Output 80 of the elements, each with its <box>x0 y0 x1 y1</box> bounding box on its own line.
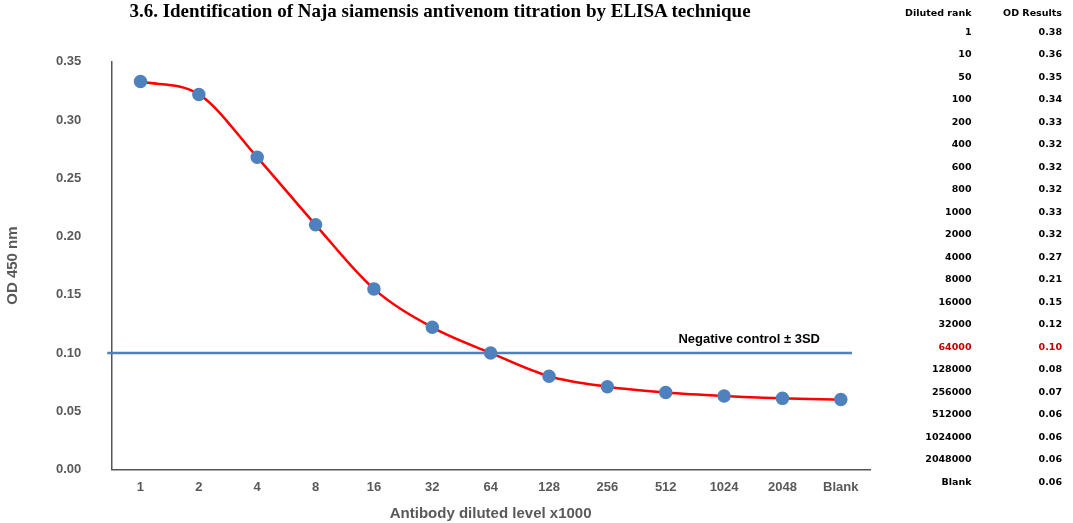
text: 0.15 <box>1037 294 1063 309</box>
point <box>542 369 556 383</box>
x-tick-label: 4 <box>253 478 262 494</box>
y-axis-title: OD 450 nm <box>3 226 21 305</box>
text: 0.33 <box>1037 204 1063 219</box>
text: 400 <box>950 137 973 152</box>
x-tick-label: 64 <box>483 478 499 494</box>
point <box>658 385 673 400</box>
text: 0.07 <box>1037 384 1063 399</box>
text: 0.06 <box>1037 474 1063 489</box>
x-tick-label: 2 <box>195 478 203 494</box>
y-tick-label: 0.05 <box>55 402 82 418</box>
text: 0.08 <box>1037 362 1063 377</box>
text: 0.06 <box>1037 407 1063 422</box>
x-tick-label: 256 <box>596 478 619 494</box>
chart-title: 3.6. Identification of Naja siamensis antivenom titration by ELISA technique <box>128 0 752 22</box>
text: 2048000 <box>924 452 973 467</box>
text: 512000 <box>930 407 973 422</box>
text: 1000 <box>944 204 973 219</box>
point <box>775 391 790 406</box>
point <box>250 150 264 165</box>
x-tick-label: 2048 <box>768 478 797 494</box>
text: 0.32 <box>1037 159 1063 174</box>
point <box>308 218 323 232</box>
text: 1 <box>963 24 973 39</box>
text: 0.32 <box>1037 227 1063 242</box>
y-tick-label: 0.30 <box>55 111 82 127</box>
text: 100 <box>950 92 973 107</box>
text: 0.35 <box>1037 69 1063 84</box>
x-tick-label: 512 <box>654 478 677 494</box>
y-tick-label: 0.15 <box>55 286 82 302</box>
text: 0.33 <box>1037 114 1063 129</box>
y-tick-label: 0.20 <box>55 228 82 244</box>
text: 800 <box>950 182 973 197</box>
point <box>192 87 206 102</box>
text: 200 <box>950 114 973 129</box>
x-tick-label: 16 <box>366 478 382 494</box>
point <box>425 320 440 335</box>
text: 0.12 <box>1037 317 1063 332</box>
point <box>367 282 381 296</box>
text: 16000 <box>937 294 973 309</box>
text: 0.32 <box>1037 137 1063 152</box>
text: 0.36 <box>1037 47 1063 62</box>
text: 0.34 <box>1037 92 1063 107</box>
point <box>600 379 615 394</box>
text: OD Results <box>1002 5 1063 20</box>
text: 4000 <box>944 249 973 264</box>
x-axis-title: Antibody diluted level x1000 <box>389 504 592 522</box>
text: 8000 <box>944 272 973 287</box>
x-tick-label: 1024 <box>709 478 740 494</box>
point <box>717 389 731 403</box>
y-tick-label: 0.25 <box>55 169 82 185</box>
x-tick-label: Blank <box>823 478 860 494</box>
x-tick-label: 32 <box>425 478 440 494</box>
point <box>133 74 148 89</box>
text: 10 <box>957 47 973 62</box>
text: 0.06 <box>1037 429 1063 444</box>
point <box>834 392 848 407</box>
x-tick-label: 128 <box>538 478 560 494</box>
text: 0.38 <box>1037 24 1063 39</box>
x-tick-label: 8 <box>311 478 320 494</box>
text: 50 <box>957 69 973 84</box>
text: 256000 <box>930 384 973 399</box>
text: 1024000 <box>924 429 973 444</box>
text: 0.32 <box>1037 182 1063 197</box>
text: Diluted rank <box>904 5 973 20</box>
y-tick-label: 0.35 <box>55 53 82 69</box>
y-tick-label: 0.10 <box>55 344 82 360</box>
text: 0.06 <box>1037 452 1063 467</box>
text: 0.10 <box>1037 339 1063 354</box>
ref-line-label: Negative control ± 3SD <box>678 330 820 346</box>
x-tick-label: 1 <box>136 478 145 494</box>
text: 64000 <box>937 339 973 354</box>
text: 128000 <box>930 362 973 377</box>
text: 0.27 <box>1037 249 1063 264</box>
text: 600 <box>950 159 973 174</box>
text: 2000 <box>944 227 973 242</box>
y-tick-label: 0.00 <box>55 460 82 476</box>
text: 32000 <box>937 317 973 332</box>
text: 0.21 <box>1037 272 1063 287</box>
